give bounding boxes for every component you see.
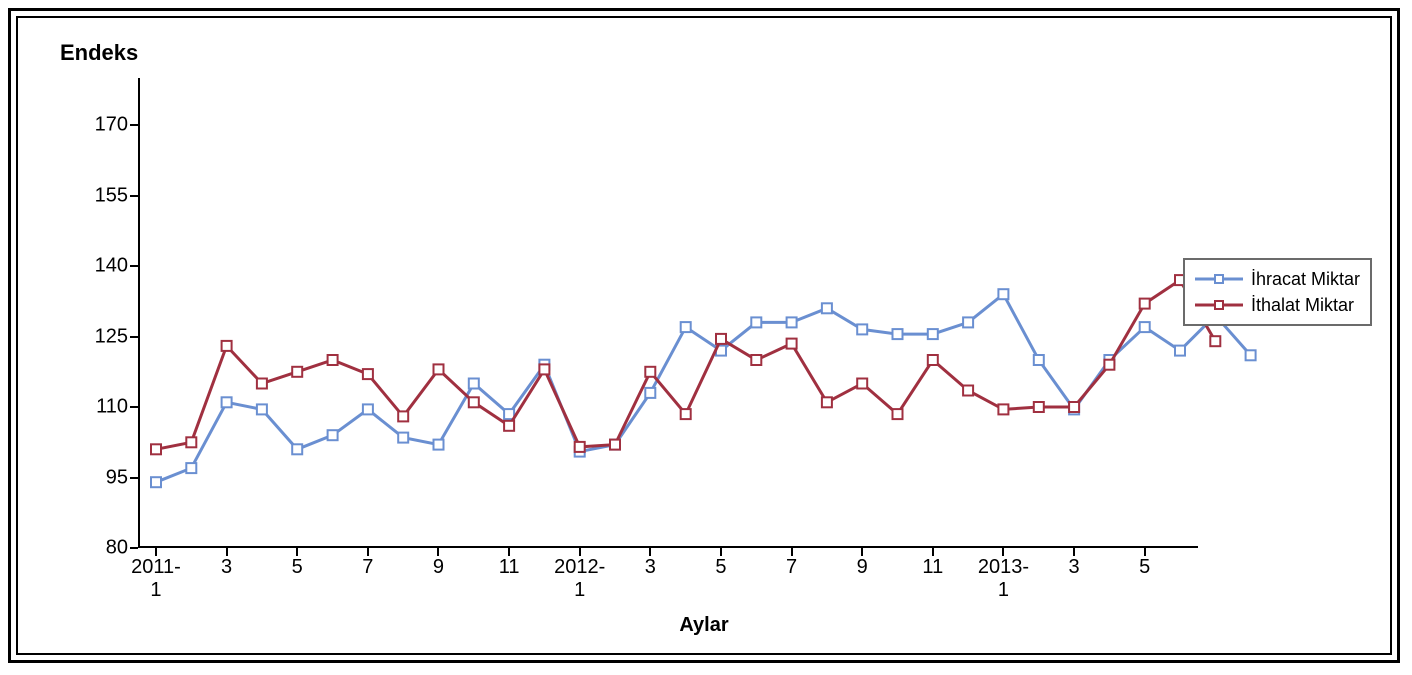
x-tick-label: 3: [1069, 548, 1080, 579]
series-marker: [716, 334, 726, 344]
x-tick-label: 2011- 1: [131, 548, 181, 602]
x-tick-label: 5: [715, 548, 726, 579]
x-tick-label: 7: [786, 548, 797, 579]
series-marker: [610, 440, 620, 450]
x-tick-label: 7: [362, 548, 373, 579]
series-marker: [328, 430, 338, 440]
x-tick-label: 11: [922, 548, 943, 579]
series-marker: [186, 463, 196, 473]
series-marker: [893, 329, 903, 339]
series-marker: [1210, 336, 1220, 346]
y-tick-label: 110: [96, 396, 138, 419]
series-marker: [1140, 322, 1150, 332]
x-tick-label: 9: [433, 548, 444, 579]
series-marker: [504, 421, 514, 431]
chart-svg: [138, 78, 1198, 548]
series-marker: [681, 409, 691, 419]
legend: İhracat Miktar İthalat Miktar: [1183, 258, 1372, 326]
series-marker: [645, 367, 655, 377]
series-marker: [292, 444, 302, 454]
series-marker: [681, 322, 691, 332]
series-marker: [1175, 346, 1185, 356]
series-marker: [1104, 360, 1114, 370]
series-marker: [292, 367, 302, 377]
series-marker: [893, 409, 903, 419]
series-marker: [469, 379, 479, 389]
series-marker: [469, 397, 479, 407]
legend-item: İthalat Miktar: [1195, 292, 1360, 318]
y-tick-label: 95: [106, 466, 138, 489]
series-marker: [751, 355, 761, 365]
series-line: [156, 294, 1251, 482]
series-marker: [1069, 402, 1079, 412]
series-marker: [787, 339, 797, 349]
x-axis-title: Aylar: [18, 614, 1390, 637]
series-marker: [434, 440, 444, 450]
legend-marker-icon: [1214, 274, 1224, 284]
legend-item: İhracat Miktar: [1195, 266, 1360, 292]
series-marker: [822, 397, 832, 407]
series-marker: [363, 369, 373, 379]
x-tick-label: 5: [292, 548, 303, 579]
series-marker: [186, 437, 196, 447]
chart-outer-frame: Endeks Aylar 80951101251401551702011- 13…: [8, 8, 1400, 663]
series-marker: [575, 442, 585, 452]
series-marker: [787, 317, 797, 327]
plot-area: 80951101251401551702011- 13579112012- 13…: [138, 78, 1198, 548]
series-marker: [645, 388, 655, 398]
legend-label: İthalat Miktar: [1251, 295, 1354, 316]
series-marker: [398, 411, 408, 421]
series-marker: [539, 364, 549, 374]
series-marker: [222, 341, 232, 351]
series-marker: [257, 404, 267, 414]
chart-inner-frame: Endeks Aylar 80951101251401551702011- 13…: [16, 16, 1392, 655]
legend-marker-icon: [1214, 300, 1224, 310]
series-marker: [822, 303, 832, 313]
series-line: [156, 280, 1215, 449]
series-marker: [998, 289, 1008, 299]
series-marker: [1246, 350, 1256, 360]
legend-swatch: [1195, 295, 1243, 315]
series-marker: [151, 444, 161, 454]
series-marker: [398, 433, 408, 443]
x-tick-label: 11: [499, 548, 520, 579]
y-tick-label: 140: [95, 255, 138, 278]
series-marker: [222, 397, 232, 407]
series-marker: [257, 379, 267, 389]
series-marker: [1034, 355, 1044, 365]
y-tick-label: 155: [95, 184, 138, 207]
series-marker: [928, 355, 938, 365]
x-tick-label: 3: [645, 548, 656, 579]
x-tick-label: 9: [857, 548, 868, 579]
y-tick-label: 125: [95, 325, 138, 348]
legend-swatch: [1195, 269, 1243, 289]
series-marker: [1140, 299, 1150, 309]
y-tick-label: 170: [95, 114, 138, 137]
series-marker: [857, 379, 867, 389]
series-marker: [151, 477, 161, 487]
series-marker: [1034, 402, 1044, 412]
x-tick-label: 5: [1139, 548, 1150, 579]
series-marker: [963, 317, 973, 327]
x-tick-label: 2012- 1: [554, 548, 605, 602]
series-marker: [963, 386, 973, 396]
y-axis-title: Endeks: [60, 40, 138, 66]
series-marker: [434, 364, 444, 374]
series-marker: [328, 355, 338, 365]
series-marker: [363, 404, 373, 414]
legend-label: İhracat Miktar: [1251, 269, 1360, 290]
x-tick-label: 3: [221, 548, 232, 579]
x-tick-label: 2013- 1: [978, 548, 1029, 602]
series-marker: [928, 329, 938, 339]
series-marker: [751, 317, 761, 327]
series-marker: [857, 324, 867, 334]
series-marker: [998, 404, 1008, 414]
